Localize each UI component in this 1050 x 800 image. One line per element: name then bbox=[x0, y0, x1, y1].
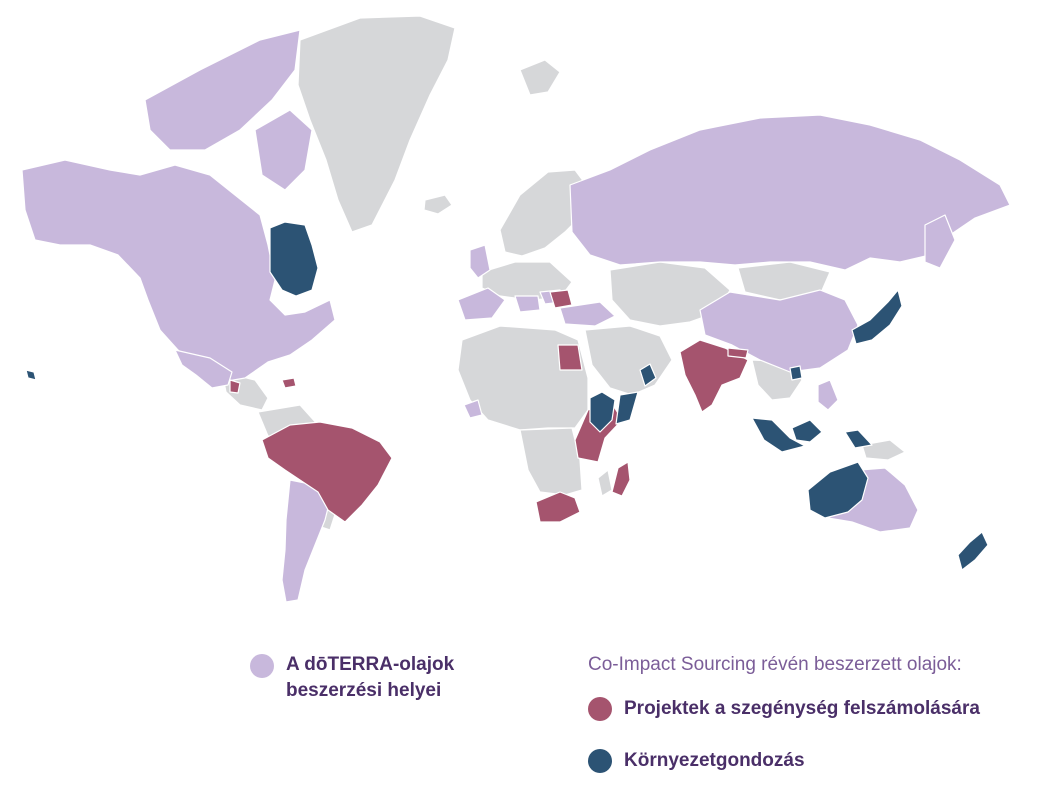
region-quebec bbox=[269, 221, 319, 297]
co-impact-heading: Co-Impact Sourcing révén beszerzett olaj… bbox=[588, 654, 962, 675]
poverty-label: Projektek a szegénység felszámolására bbox=[624, 698, 980, 719]
region-western-europe bbox=[457, 287, 506, 321]
region-hawaii bbox=[25, 369, 37, 381]
legend-environment: Környezetgondozás bbox=[588, 748, 980, 774]
region-philippines bbox=[817, 379, 839, 411]
region-baffin bbox=[254, 109, 313, 191]
region-haiti bbox=[281, 377, 297, 389]
region-egypt bbox=[557, 344, 583, 371]
sourcing-swatch bbox=[250, 654, 274, 678]
region-china bbox=[699, 289, 859, 373]
land-environment bbox=[25, 221, 989, 571]
region-new-guinea bbox=[861, 439, 906, 461]
region-nepal bbox=[727, 347, 749, 359]
environment-label: Környezetgondozás bbox=[624, 750, 805, 771]
world-map bbox=[21, 15, 1011, 603]
region-africa-north bbox=[457, 325, 589, 431]
region-svalbard bbox=[519, 59, 561, 96]
region-japan bbox=[851, 289, 903, 345]
region-africa-central bbox=[519, 427, 583, 496]
sourcing-label-line2: beszerzési helyei bbox=[286, 680, 442, 701]
region-india bbox=[679, 339, 749, 413]
legend-sourcing: A dōTERRA-olajok beszerzési helyei bbox=[250, 652, 454, 704]
region-australia-west bbox=[807, 461, 869, 519]
region-sulawesi bbox=[844, 429, 873, 449]
region-indonesia bbox=[751, 417, 806, 453]
region-oman bbox=[639, 363, 657, 387]
region-madagascar bbox=[611, 461, 631, 497]
region-borneo bbox=[791, 419, 823, 443]
legend-co-impact: Co-Impact Sourcing révén beszerzett olaj… bbox=[588, 652, 980, 800]
region-brazil-peru bbox=[261, 421, 393, 523]
sourcing-label-line1: A dōTERRA-olajok bbox=[286, 654, 455, 675]
region-north-america bbox=[21, 159, 336, 383]
land-poverty bbox=[229, 289, 749, 523]
region-hungary bbox=[514, 295, 541, 313]
region-madagascar-west bbox=[597, 469, 613, 497]
region-mexico bbox=[174, 349, 233, 389]
region-bulgaria bbox=[549, 289, 573, 309]
region-middle-east bbox=[584, 325, 673, 396]
land-sourcing bbox=[21, 29, 1011, 603]
environment-swatch bbox=[588, 749, 612, 773]
region-ethiopia-somalia bbox=[589, 391, 616, 433]
region-turkey bbox=[559, 301, 616, 327]
region-vietnam bbox=[789, 365, 803, 381]
region-kamchatka bbox=[924, 214, 956, 269]
region-uk bbox=[469, 244, 491, 279]
region-greenland bbox=[297, 15, 456, 233]
region-canada-arctic bbox=[144, 29, 301, 151]
region-south-africa bbox=[535, 491, 581, 523]
poverty-swatch bbox=[588, 697, 612, 721]
region-new-zealand bbox=[957, 531, 989, 571]
region-guatemala bbox=[229, 379, 241, 394]
region-somalia-horn bbox=[615, 391, 639, 425]
region-iceland bbox=[423, 194, 453, 215]
region-west-africa bbox=[463, 399, 483, 419]
legend-poverty: Projektek a szegénység felszámolására bbox=[588, 696, 980, 722]
